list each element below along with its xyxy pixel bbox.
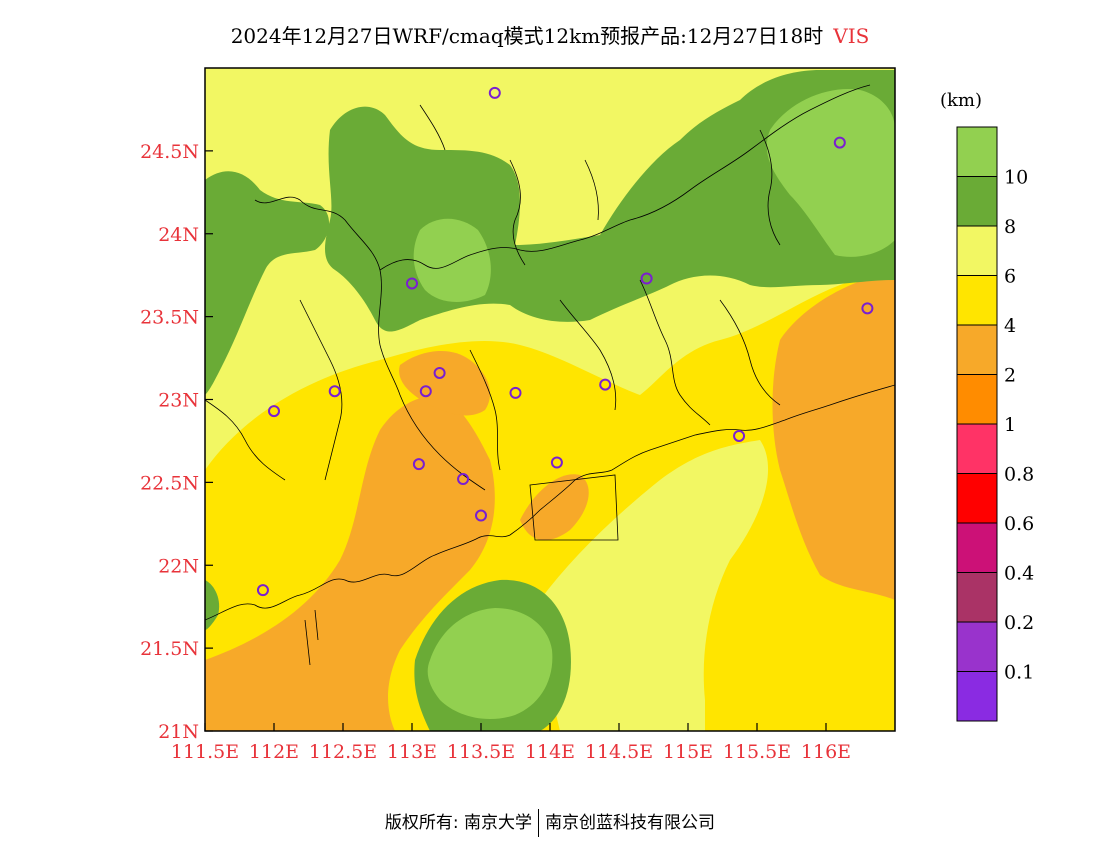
station-marker (328, 385, 341, 398)
colorbar-label: 2 (1004, 365, 1016, 387)
lat-tick-label: 22N (158, 555, 199, 577)
station-marker (733, 429, 746, 442)
lat-tick-label: 21.5N (140, 638, 199, 660)
map-title: 2024年12月27日WRF/cmaq模式12km预报产品:12月27日18时 V… (0, 20, 1100, 49)
lon-tick-label: 115.5E (723, 741, 791, 763)
station-marker (599, 378, 612, 391)
colorbar-label: 8 (1004, 216, 1016, 238)
station-marker (256, 584, 269, 597)
colorbar-label: 4 (1004, 315, 1016, 337)
colorbar-bin (956, 671, 998, 722)
vis-8-10km-west-area (205, 171, 330, 395)
lon-tick-label: 112.5E (309, 741, 377, 763)
lat-tick-label: 21N (158, 721, 199, 743)
vis-2-4km-east-area (772, 275, 895, 600)
colorbar-bin (956, 621, 998, 672)
vis-over-10km-south-area (427, 608, 553, 720)
station-markers (256, 86, 874, 597)
lon-tick-label: 114.5E (585, 741, 653, 763)
footer-company: 南京创蓝科技有限公司 (545, 813, 716, 833)
lon-tick-label: 115E (663, 741, 713, 763)
colorbar-unit: (km) (940, 90, 983, 111)
colorbar-bin (956, 374, 998, 425)
lat-tick-label: 23N (158, 390, 199, 412)
station-marker (550, 456, 563, 469)
lat-tick-label: 24.5N (140, 141, 199, 163)
station-marker (833, 136, 846, 149)
colorbar-label: 6 (1004, 266, 1016, 288)
title-main: 2024年12月27日WRF/cmaq模式12km预报产品:12月27日18时 (230, 24, 824, 48)
colorbar-bin (956, 225, 998, 276)
vis-over-10km-northeast-area (766, 89, 895, 257)
vis-over-10km-southwest-area (205, 580, 220, 630)
station-marker (861, 302, 874, 315)
title-variable: VIS (833, 24, 870, 48)
colorbar-bin (956, 324, 998, 375)
footer: 版权所有: 南京大学 南京创蓝科技有限公司 (0, 808, 1100, 837)
vis-2-4km-west-area (205, 396, 495, 731)
colorbar-label: 0.1 (1004, 662, 1034, 684)
footer-copyright: 版权所有: 南京大学 (384, 813, 533, 833)
station-marker (509, 386, 522, 399)
station-marker (268, 405, 280, 418)
colorbar-bin (956, 423, 998, 474)
colorbar-bin (956, 522, 998, 573)
station-marker (475, 509, 487, 522)
lat-tick-label: 22.5N (140, 472, 199, 494)
boundary-lines (205, 84, 895, 666)
station-marker (419, 385, 432, 398)
station-marker (406, 277, 418, 290)
vis-2-4km-north-area (399, 350, 490, 416)
station-marker (457, 473, 470, 486)
lon-tick-label: 113E (387, 741, 437, 763)
lon-tick-label: 111.5E (171, 741, 239, 763)
colorbar-bin (956, 473, 998, 524)
visibility-field (205, 68, 895, 731)
lon-tick-label: 112E (249, 741, 299, 763)
station-marker (412, 458, 425, 471)
footer-divider (538, 809, 540, 837)
station-marker (488, 86, 501, 99)
vis-6-8km-sea-area (540, 440, 769, 731)
colorbar-label: 10 (1004, 167, 1028, 189)
longitude-axis: 111.5E 112E 112.5E 113E 113.5E 114E 114.5E 115E… (171, 723, 851, 763)
vis-2-4km-shenzhen-area (520, 474, 589, 541)
colorbar-label: 1 (1004, 414, 1016, 436)
colorbar-bin (956, 275, 998, 326)
colorbar-label: 0.2 (1004, 612, 1034, 634)
lon-tick-label: 113.5E (447, 741, 515, 763)
colorbar-bin (956, 126, 998, 177)
colorbar-bin (956, 572, 998, 623)
colorbar: 10 8 6 4 2 1 0.8 0.6 0.4 0.2 0.1 (956, 126, 1034, 722)
lat-tick-label: 23.5N (140, 307, 199, 329)
colorbar-label: 0.8 (1004, 464, 1034, 486)
station-marker (640, 272, 653, 285)
lat-tick-label: 24N (158, 224, 199, 246)
colorbar-label: 0.4 (1004, 563, 1034, 585)
colorbar-bin (956, 176, 998, 227)
vis-over-10km-north-area (413, 218, 491, 302)
lon-tick-label: 116E (801, 741, 851, 763)
station-marker (433, 366, 446, 379)
latitude-axis: 24.5N 24N 23.5N 23N 22.5N 22N 21.5N 21N (140, 141, 213, 743)
lon-tick-label: 114E (525, 741, 575, 763)
colorbar-label: 0.6 (1004, 513, 1034, 535)
